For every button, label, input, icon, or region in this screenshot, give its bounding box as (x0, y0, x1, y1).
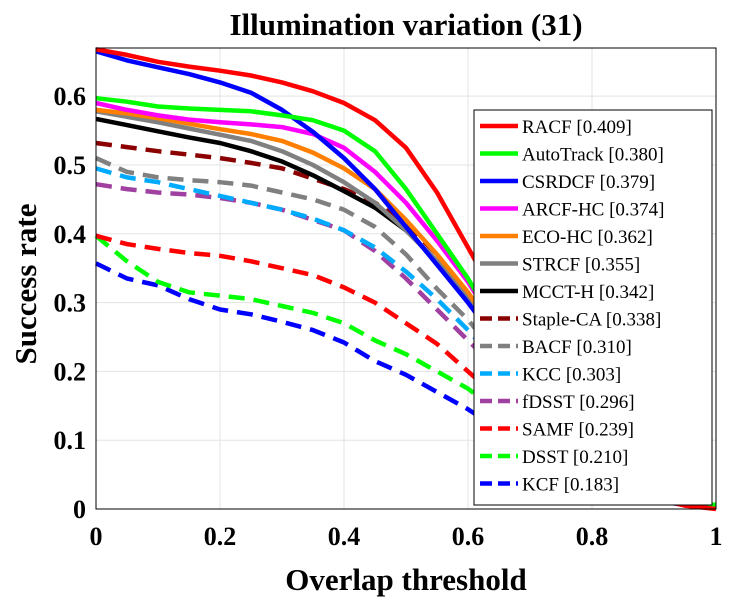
legend-entry: SAMF [0.239] (522, 420, 634, 441)
legend: RACF [0.409] AutoTrack [0.380] CSRDCF [0.3… (473, 109, 713, 506)
x-tick-labels: 0 0.2 0.4 0.6 0.8 1 (90, 522, 723, 551)
legend-entry: KCF [0.183] (522, 475, 619, 496)
legend-entry: KCC [0.303] (522, 365, 621, 386)
y-tick-label: 0 (73, 495, 86, 524)
series-line (95, 261, 717, 510)
series-line (95, 140, 717, 510)
legend-entry: AutoTrack [0.380] (522, 145, 664, 166)
legend-entry: ARCF-HC [0.374] (522, 200, 665, 221)
y-tick-labels: 0 0.1 0.2 0.3 0.4 0.5 0.6 (54, 82, 87, 524)
legend-entry: MCCT-H [0.342] (522, 282, 654, 303)
x-tick-label: 0.2 (204, 522, 237, 551)
y-tick-label: 0.2 (54, 357, 87, 386)
series-line (95, 166, 717, 510)
x-tick-label: 0.8 (576, 522, 609, 551)
y-tick-label: 0.5 (54, 151, 87, 180)
x-tick-label: 0.4 (328, 522, 361, 551)
y-tick-label: 0.6 (54, 82, 87, 111)
chart-title: Illumination variation (31) (229, 7, 582, 42)
legend-entry: CSRDCF [0.379] (522, 172, 655, 193)
legend-entry: DSST [0.210] (522, 447, 628, 468)
y-tick-label: 0.3 (54, 289, 87, 318)
x-tick-label: 1 (710, 522, 723, 551)
legend-entry: Staple-CA [0.338] (522, 310, 661, 331)
x-axis-label: Overlap threshold (285, 562, 526, 597)
legend-entry: fDSST [0.296] (522, 392, 635, 413)
x-tick-label: 0.6 (452, 522, 485, 551)
legend-entry: RACF [0.409] (522, 117, 632, 138)
legend-entry: STRCF [0.355] (522, 255, 640, 276)
series-line (95, 181, 717, 510)
legend-entry: BACF [0.310] (522, 337, 632, 358)
y-axis-label: Success rate (8, 204, 43, 365)
y-tick-label: 0.4 (54, 220, 87, 249)
x-tick-label: 0 (90, 522, 103, 551)
plot-frame (95, 47, 717, 510)
y-tick-label: 0.1 (54, 426, 87, 455)
legend-entry: ECO-HC [0.362] (522, 227, 653, 248)
legend-box (473, 109, 713, 506)
